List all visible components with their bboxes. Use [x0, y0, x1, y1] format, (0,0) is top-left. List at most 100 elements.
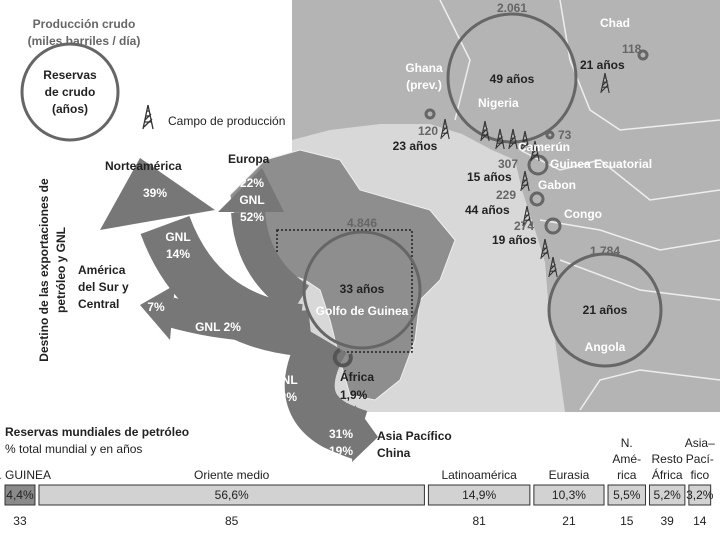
share-bar: [607, 484, 646, 506]
flow-label: 14%: [166, 247, 190, 261]
region-name: Eurasia: [549, 468, 590, 482]
country-name: Chad: [600, 16, 630, 30]
production: 229: [496, 188, 516, 202]
country-name: Congo: [564, 207, 602, 221]
reserves: 44 años: [465, 203, 510, 217]
flow-destination: Asia Pacífico: [377, 429, 452, 443]
years: 33: [13, 514, 27, 528]
share-label: 14,9%: [462, 488, 496, 502]
production: 120: [418, 124, 438, 138]
share-bar: [38, 484, 425, 506]
years: 39: [661, 514, 675, 528]
country-name: Golfo de Guinea: [316, 304, 409, 318]
reserves: 23 años: [393, 139, 438, 153]
years: 14: [693, 514, 707, 528]
flow-destination: China: [377, 446, 411, 460]
flow-destination: África: [340, 369, 374, 384]
reserve-circle: [424, 108, 436, 120]
reserves: 15 años: [467, 170, 512, 184]
reserves: 19 años: [492, 233, 537, 247]
arrow-head: [100, 158, 215, 230]
flow-label: 31%: [329, 427, 353, 441]
country-name: Guinea Ecuatorial: [550, 157, 652, 171]
years: 85: [225, 514, 239, 528]
production: 4.846: [347, 216, 377, 230]
country-name: Gabon: [538, 178, 576, 192]
share-bar: [688, 484, 712, 506]
region-name: África: [652, 467, 683, 482]
arrow-asia: [284, 327, 368, 459]
share-bar: [427, 484, 531, 506]
flow-label: 7%: [147, 300, 165, 314]
flow-label: GNL: [165, 230, 190, 244]
flow-destination: Europa: [228, 152, 270, 166]
arrow-europa: [231, 210, 310, 315]
legend-title: (miles barriles / día): [28, 34, 141, 48]
reserve-circle: [544, 217, 562, 235]
flow-label: GNL: [272, 373, 297, 387]
years: 21: [562, 514, 576, 528]
bar-title: Reservas mundiales de petróleo: [5, 425, 189, 439]
flow-label: 19%: [329, 444, 353, 458]
country-name: (prev.): [406, 78, 442, 92]
country-name: Angola: [585, 340, 626, 354]
share-label: 3,2%: [686, 488, 714, 502]
reserves: 33 años: [340, 282, 385, 296]
legend-field: Campo de producción: [168, 114, 285, 128]
reserve-circle: [547, 252, 663, 368]
reserve-circle: [545, 130, 555, 140]
flow-destination: Norteamérica: [105, 159, 182, 173]
flow-label: 32%: [273, 390, 297, 404]
flow-destination: del Sur y: [78, 280, 129, 294]
reserve-circle: [446, 12, 578, 144]
side-label: Destino de las exportaciones de: [37, 178, 51, 362]
share-label: 5,5%: [613, 488, 641, 502]
legend-circle-label: (años): [52, 102, 88, 116]
country-name: Camerún: [518, 140, 570, 154]
flow-label: 1,9%: [340, 388, 368, 402]
region-name: Asia–: [685, 436, 715, 450]
reserve-circle: [637, 49, 649, 61]
arrow-africa: [332, 348, 353, 368]
region-name: Latinoamérica: [441, 468, 517, 482]
country-name: Nigeria: [478, 96, 519, 110]
legend-circle: [20, 42, 120, 142]
share-bar: [533, 484, 605, 506]
flow-label: 22%: [240, 176, 264, 190]
arrow-head: [140, 285, 175, 340]
legend-title: Producción crudo: [33, 17, 136, 31]
arrow-head: [352, 405, 378, 462]
flow-label: GNL 2%: [195, 320, 241, 334]
reserves: 49 años: [490, 72, 535, 86]
country-name: Ghana: [405, 61, 443, 75]
region-name: Resto: [652, 452, 684, 466]
region-name: Pací-: [686, 452, 714, 466]
region-name: rica: [617, 468, 637, 482]
reserve-circle: [302, 230, 422, 350]
share-label: 56,6%: [215, 488, 249, 502]
years: 15: [620, 514, 634, 528]
production: 1.784: [590, 244, 620, 258]
production: 307: [498, 157, 518, 171]
region-name: Amé-: [612, 452, 641, 466]
production: 118: [622, 42, 642, 56]
arrow-america: [165, 297, 312, 342]
flow-label: 39%: [143, 186, 167, 200]
flow-destination: Central: [78, 297, 119, 311]
flow-destination: América: [78, 263, 126, 277]
share-label: 10,3%: [552, 488, 586, 502]
reserves: 21 años: [580, 58, 625, 72]
reserves: 21 años: [583, 303, 628, 317]
production: 274: [514, 219, 534, 233]
region-name: Oriente medio: [194, 468, 270, 482]
reserve-circle: [529, 191, 545, 207]
production: 2.061: [497, 1, 527, 15]
side-label: petróleo y GNL: [54, 227, 68, 313]
borders: [439, 0, 720, 411]
legend-circle-label: Reservas: [43, 68, 97, 82]
legend-circle-label: de crudo: [45, 85, 96, 99]
flow-label: 52%: [240, 210, 264, 224]
region-name: fico: [690, 468, 709, 482]
arrow-head: [218, 168, 284, 212]
